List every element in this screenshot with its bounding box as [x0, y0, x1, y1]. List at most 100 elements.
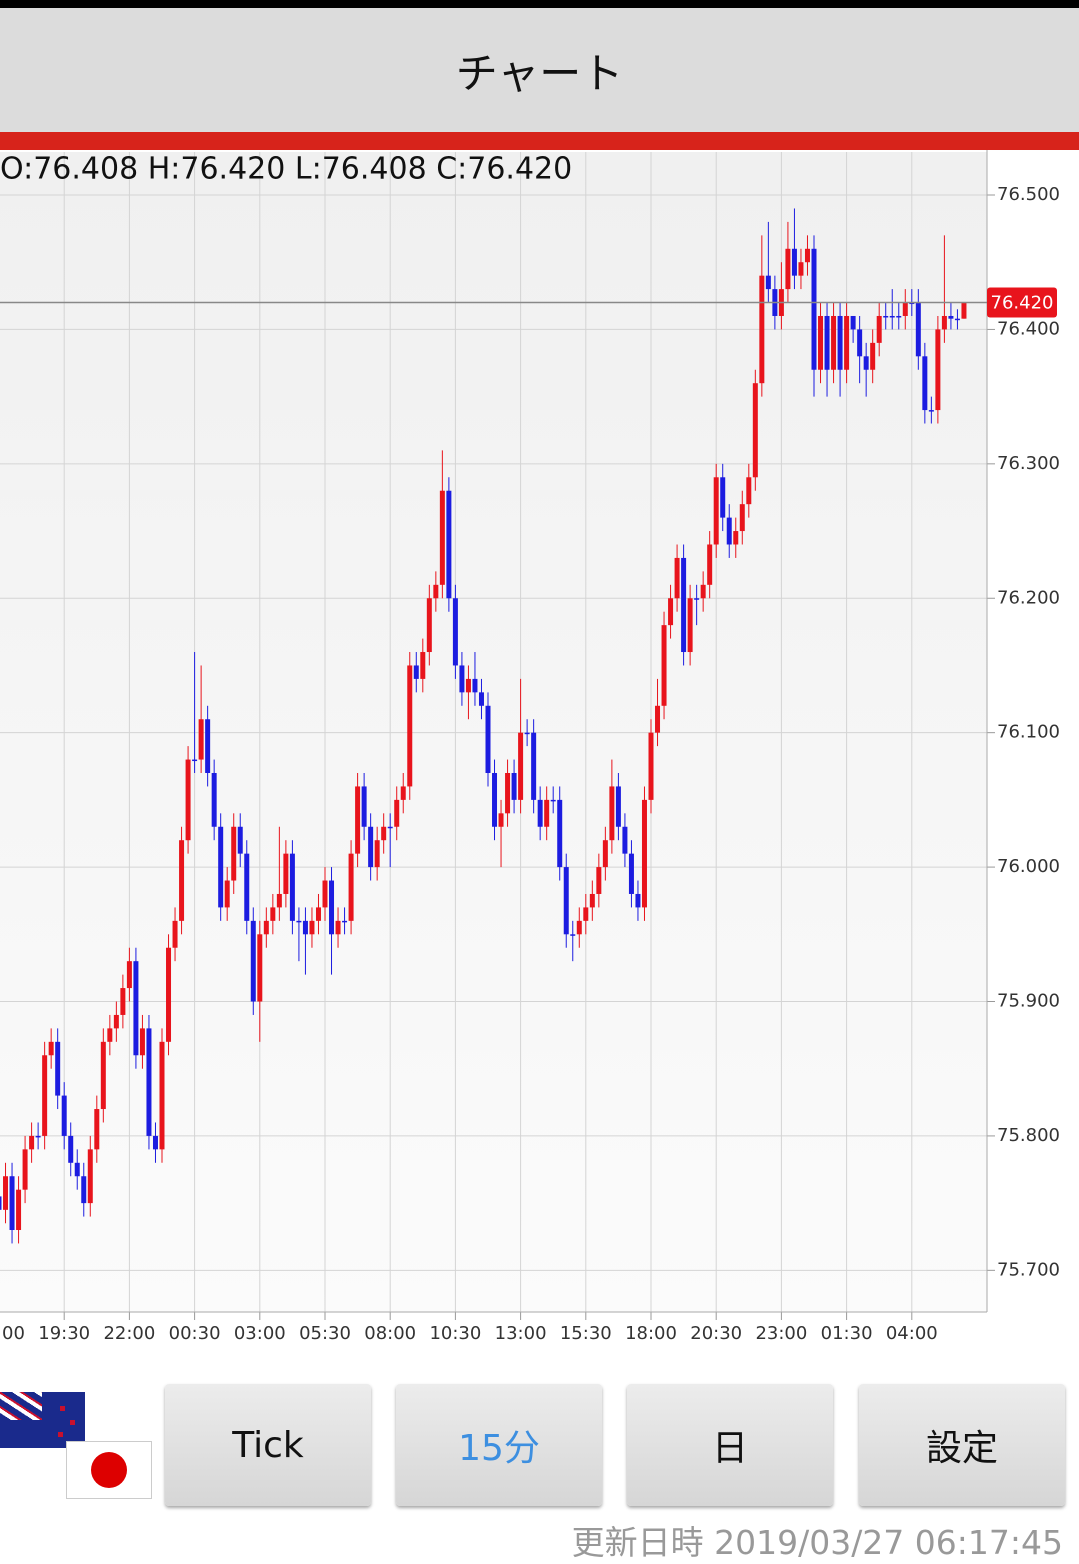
candle-body — [524, 732, 530, 735]
candle-body — [218, 826, 224, 908]
candle-body — [296, 920, 302, 923]
candle-body — [270, 907, 276, 921]
candle-body — [896, 315, 902, 318]
candle-body — [915, 302, 921, 357]
candle-body — [185, 759, 191, 841]
candle-body — [29, 1135, 35, 1150]
candle-body — [844, 315, 850, 370]
candle-body — [583, 907, 589, 921]
candle-body — [961, 302, 967, 319]
top-bar — [0, 0, 1079, 8]
candle-body — [61, 1095, 67, 1136]
tab-button[interactable]: Tick — [165, 1384, 371, 1506]
candle-body — [596, 867, 602, 894]
candle-body — [850, 315, 856, 330]
candle-body — [641, 799, 647, 908]
tab-button[interactable]: 日 — [627, 1384, 833, 1506]
candle-body — [759, 275, 765, 384]
candle-body — [100, 1041, 106, 1110]
candle-body — [87, 1149, 93, 1204]
candle-body — [570, 934, 576, 936]
candle-body — [374, 840, 380, 868]
last-price-badge — [987, 287, 1057, 318]
candle-body — [602, 840, 608, 868]
candle-body — [531, 732, 537, 800]
candle-body — [179, 840, 185, 921]
candle-body — [452, 598, 458, 666]
candle-body — [139, 1028, 145, 1056]
candle-body — [368, 826, 374, 868]
candle-body — [831, 315, 837, 370]
candle-body — [81, 1176, 87, 1204]
candle-body — [544, 799, 550, 827]
y-tick-label: 75.900 — [997, 991, 1060, 1012]
candle-body — [537, 799, 543, 827]
candle-body — [413, 665, 419, 679]
candle-body — [922, 356, 928, 411]
candle-body — [68, 1135, 74, 1163]
candle-body — [244, 853, 250, 921]
candle-body — [0, 1196, 2, 1210]
candle-body — [309, 920, 315, 935]
candle-body — [824, 315, 830, 370]
candle-body — [472, 678, 478, 693]
candle-body — [113, 1014, 119, 1029]
candle-body — [224, 880, 230, 908]
candle-body — [518, 732, 524, 800]
candle-body — [498, 813, 504, 827]
y-tick-label: 76.400 — [997, 318, 1060, 339]
x-tick-label: 19:30 — [38, 1323, 90, 1344]
candle-body — [263, 920, 269, 935]
candle-body — [381, 826, 387, 841]
candle-body — [35, 1135, 41, 1138]
candle-body — [465, 678, 471, 693]
candle-body — [674, 557, 680, 599]
candle-body — [400, 786, 406, 800]
candle-body — [172, 920, 178, 948]
last-price-label: 76.420 — [991, 293, 1054, 314]
candle-body — [16, 1189, 22, 1231]
candle-body — [126, 961, 132, 989]
update-time: 更新日時 2019/03/27 06:17:45 — [571, 1523, 1063, 1562]
candle-body — [9, 1176, 15, 1231]
y-tick-label: 76.500 — [997, 184, 1060, 205]
candle-body — [459, 665, 465, 693]
candle-body — [935, 329, 941, 411]
candle-body — [746, 477, 752, 505]
candle-body — [765, 275, 771, 290]
candle-body — [876, 315, 882, 343]
y-tick-label: 76.200 — [997, 587, 1060, 608]
candle-body — [394, 799, 400, 827]
candle-body — [342, 920, 348, 923]
x-tick-label: 01:30 — [821, 1323, 873, 1344]
tab-button[interactable]: 15分 — [396, 1384, 602, 1506]
candle-body — [713, 477, 719, 545]
candle-body — [198, 719, 204, 760]
tab-button[interactable]: 設定 — [859, 1384, 1065, 1506]
candle-body — [681, 557, 687, 653]
candle-body — [687, 598, 693, 653]
candle-body — [231, 826, 237, 881]
candle-body — [250, 920, 256, 1002]
candle-body — [635, 893, 641, 908]
candle-body — [322, 880, 328, 908]
candle-body — [94, 1109, 100, 1150]
candle-body — [589, 893, 595, 908]
x-tick-label: 23:00 — [755, 1323, 807, 1344]
candle-body — [289, 853, 295, 921]
header: チャート — [0, 8, 1079, 132]
candle-body — [928, 410, 934, 412]
y-tick-label: 76.100 — [997, 722, 1060, 743]
candle-body — [576, 920, 582, 935]
candle-body — [257, 934, 263, 1002]
candle-body — [407, 665, 413, 787]
candle-body — [355, 786, 361, 854]
candle-body — [387, 826, 393, 829]
candle-body — [752, 383, 758, 478]
x-tick-label: 10:30 — [429, 1323, 481, 1344]
candle-body — [348, 853, 354, 921]
candle-body — [668, 598, 674, 626]
y-tick-label: 75.800 — [997, 1125, 1060, 1146]
candle-body — [42, 1055, 48, 1136]
